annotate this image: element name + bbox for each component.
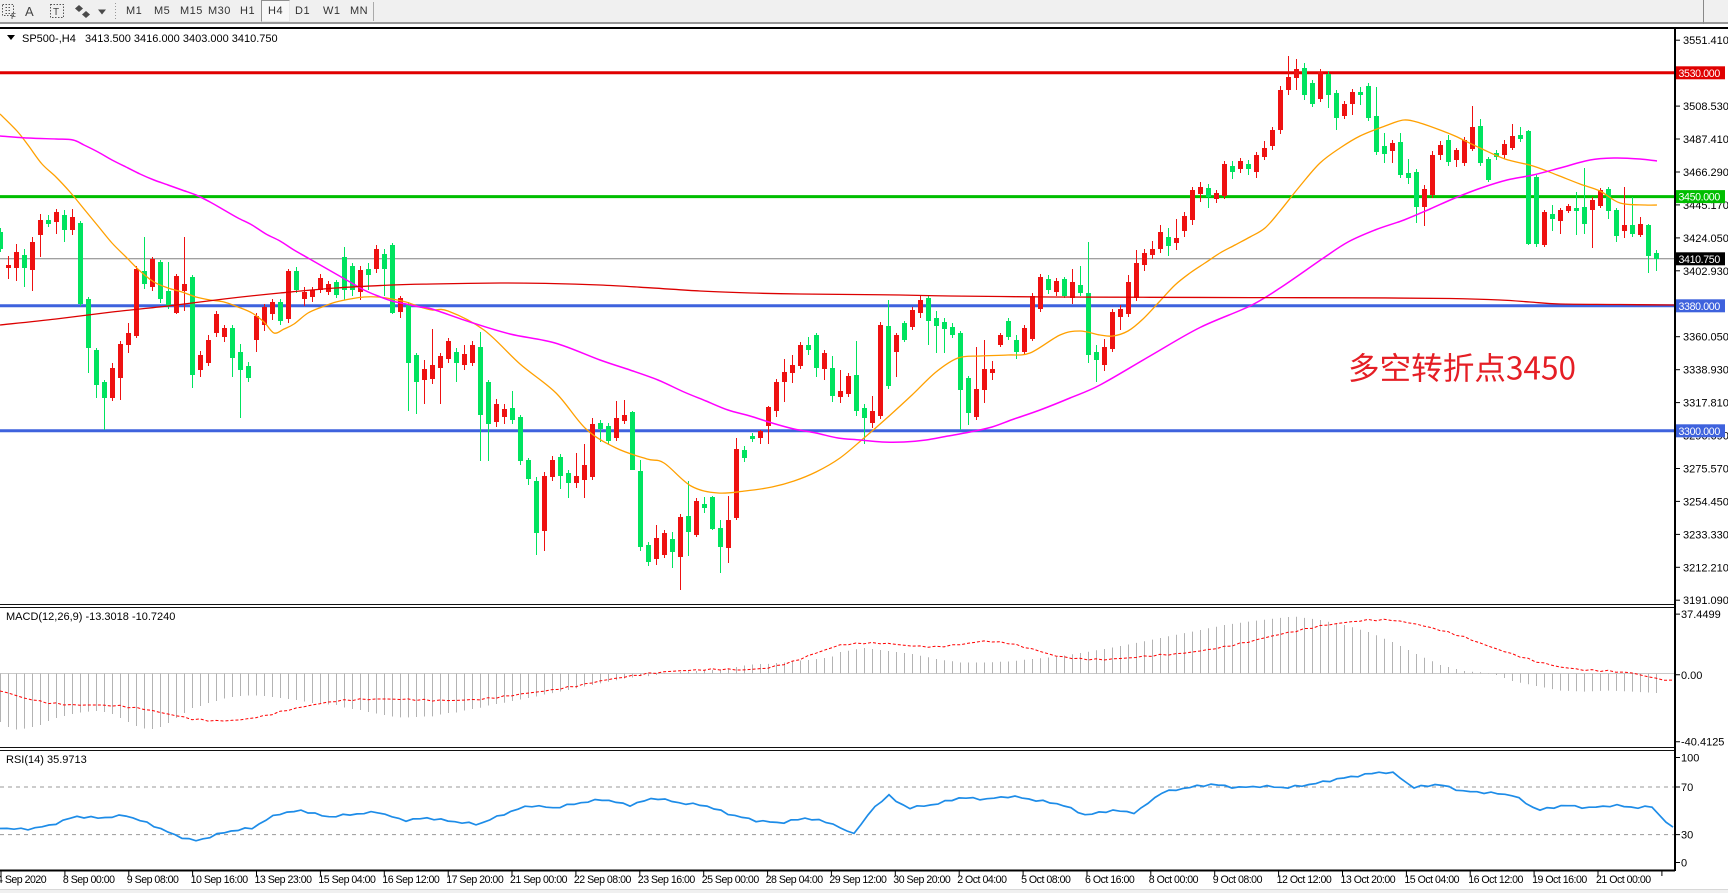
- svg-text:15 Sep 04:00: 15 Sep 04:00: [318, 874, 376, 886]
- svg-text:T: T: [53, 7, 59, 18]
- svg-text:28 Sep 04:00: 28 Sep 04:00: [766, 874, 824, 886]
- svg-text:3275.570: 3275.570: [1683, 464, 1728, 476]
- svg-text:23 Sep 16:00: 23 Sep 16:00: [638, 874, 696, 886]
- svg-text:21 Oct 00:00: 21 Oct 00:00: [1596, 874, 1651, 886]
- svg-text:13 Sep 23:00: 13 Sep 23:00: [255, 874, 313, 886]
- svg-text:3338.930: 3338.930: [1683, 365, 1728, 377]
- svg-text:F: F: [11, 12, 16, 21]
- svg-text:30: 30: [1681, 830, 1693, 842]
- svg-text:12 Oct 12:00: 12 Oct 12:00: [1277, 874, 1332, 886]
- svg-text:3254.450: 3254.450: [1683, 496, 1728, 508]
- svg-text:MACD(12,26,9) -13.3018 -10.724: MACD(12,26,9) -13.3018 -10.7240: [6, 611, 175, 623]
- svg-text:21 Sep 00:00: 21 Sep 00:00: [510, 874, 568, 886]
- svg-text:6 Oct 16:00: 6 Oct 16:00: [1085, 874, 1135, 886]
- svg-text:3424.050: 3424.050: [1683, 233, 1728, 245]
- svg-text:3317.810: 3317.810: [1683, 398, 1728, 410]
- svg-text:3487.410: 3487.410: [1683, 134, 1728, 146]
- svg-text:3551.410: 3551.410: [1683, 35, 1728, 47]
- svg-text:9 Sep 08:00: 9 Sep 08:00: [127, 874, 179, 886]
- svg-text:70: 70: [1681, 782, 1693, 794]
- svg-text:100: 100: [1681, 753, 1699, 765]
- svg-text:3466.290: 3466.290: [1683, 167, 1728, 179]
- svg-text:30 Sep 20:00: 30 Sep 20:00: [893, 874, 951, 886]
- svg-text:5 Oct 08:00: 5 Oct 08:00: [1021, 874, 1071, 886]
- svg-text:0: 0: [1681, 858, 1687, 870]
- svg-text:4 Sep 2020: 4 Sep 2020: [0, 874, 47, 886]
- svg-text:17 Sep 20:00: 17 Sep 20:00: [446, 874, 504, 886]
- svg-text:3402.930: 3402.930: [1683, 266, 1728, 278]
- svg-text:RSI(14) 35.9713: RSI(14) 35.9713: [6, 754, 87, 766]
- svg-text:8 Sep 00:00: 8 Sep 00:00: [63, 874, 115, 886]
- svg-text:-40.4125: -40.4125: [1681, 737, 1724, 749]
- svg-text:SP500-,H4 3413.500 3416.000: SP500-,H4 3413.500 3416.000 3403.000 341…: [22, 33, 278, 45]
- svg-text:15 Oct 04:00: 15 Oct 04:00: [1404, 874, 1459, 886]
- svg-text:19 Oct 16:00: 19 Oct 16:00: [1532, 874, 1587, 886]
- svg-text:9 Oct 08:00: 9 Oct 08:00: [1213, 874, 1263, 886]
- svg-text:3300.000: 3300.000: [1679, 426, 1721, 438]
- svg-text:0.00: 0.00: [1681, 670, 1702, 682]
- svg-text:3530.000: 3530.000: [1679, 68, 1721, 80]
- svg-text:8 Oct 00:00: 8 Oct 00:00: [1149, 874, 1199, 886]
- svg-text:A: A: [25, 4, 34, 19]
- svg-text:25 Sep 00:00: 25 Sep 00:00: [702, 874, 760, 886]
- svg-text:16 Oct 12:00: 16 Oct 12:00: [1468, 874, 1523, 886]
- svg-text:16 Sep 12:00: 16 Sep 12:00: [382, 874, 440, 886]
- svg-text:37.4499: 37.4499: [1681, 609, 1721, 621]
- svg-text:3212.210: 3212.210: [1683, 562, 1728, 574]
- svg-text:3233.330: 3233.330: [1683, 529, 1728, 541]
- svg-text:3450.000: 3450.000: [1679, 192, 1721, 204]
- svg-text:29 Sep 12:00: 29 Sep 12:00: [829, 874, 887, 886]
- svg-text:3191.090: 3191.090: [1683, 595, 1728, 607]
- svg-text:3380.000: 3380.000: [1679, 301, 1721, 313]
- svg-text:2 Oct 04:00: 2 Oct 04:00: [957, 874, 1007, 886]
- svg-text:22 Sep 08:00: 22 Sep 08:00: [574, 874, 632, 886]
- svg-text:10 Sep 16:00: 10 Sep 16:00: [191, 874, 249, 886]
- svg-text:13 Oct 20:00: 13 Oct 20:00: [1341, 874, 1396, 886]
- svg-text:3360.050: 3360.050: [1683, 332, 1728, 344]
- svg-text:3508.530: 3508.530: [1683, 101, 1728, 113]
- svg-text:3410.750: 3410.750: [1679, 254, 1721, 266]
